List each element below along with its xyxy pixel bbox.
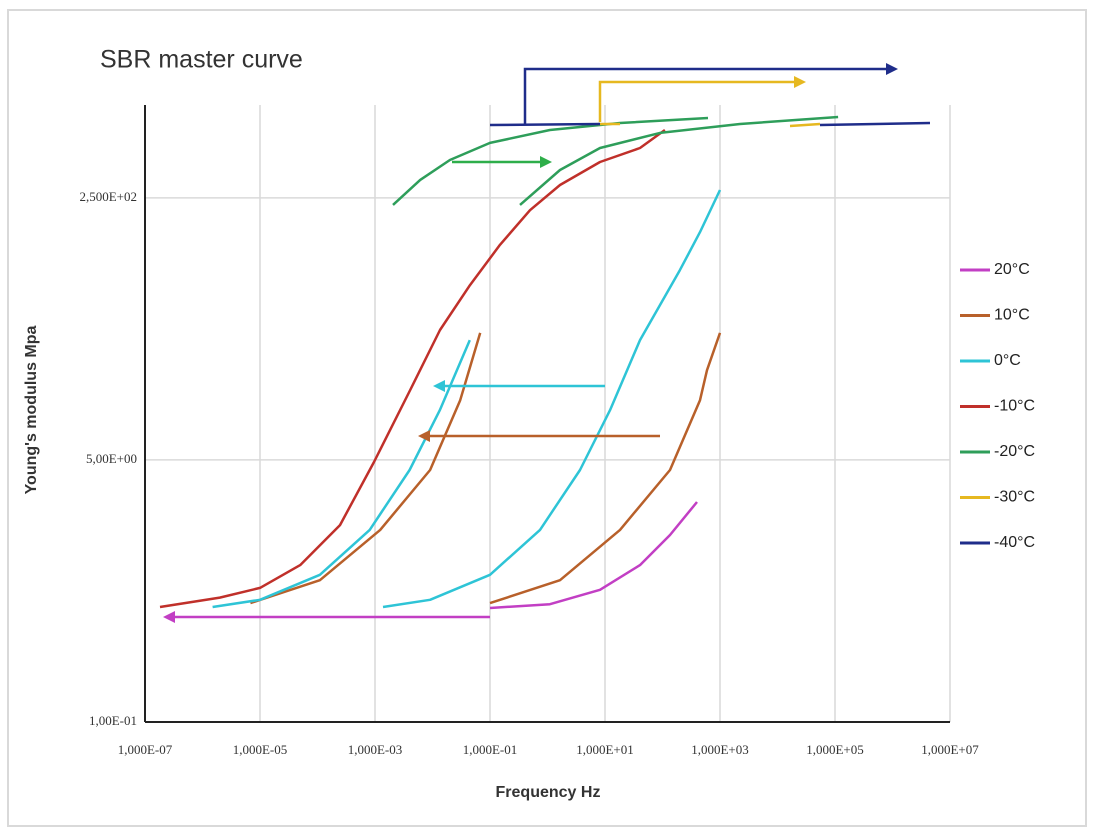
arrow-head — [886, 63, 898, 75]
arrow-head — [163, 611, 175, 623]
series-line — [489, 501, 698, 610]
y-axis-label: Young's modulus Mpa — [23, 325, 40, 494]
arrow-head — [418, 430, 430, 442]
x-tick-label: 1,000E+07 — [921, 742, 979, 757]
arrow — [598, 80, 796, 122]
frame — [7, 9, 1087, 827]
legend-label: 20°C — [994, 261, 1030, 278]
legend: 20°C 10°C 0°C -10°C -20°C -30°C -40°C — [960, 261, 1035, 551]
x-tick-label: 1,000E-03 — [348, 742, 403, 757]
x-tick-label: 1,000E-01 — [463, 742, 518, 757]
y-tick-label: 1,00E-01 — [89, 713, 137, 728]
arrow-head — [433, 380, 445, 392]
x-axis-label: Frequency Hz — [496, 784, 601, 801]
x-tick-label: 1,000E-07 — [118, 742, 173, 757]
legend-label: 10°C — [994, 307, 1030, 324]
arrow-head — [794, 76, 806, 88]
arrow-head — [540, 156, 552, 168]
shift-arrows — [163, 63, 898, 623]
series-line — [212, 189, 722, 609]
plot — [159, 115, 931, 610]
series-line — [489, 121, 931, 127]
arrow — [523, 67, 888, 125]
y-tick-label: 5,00E+00 — [86, 451, 137, 466]
y-tick-label: 2,500E+02 — [79, 189, 137, 204]
legend-label: -30°C — [994, 489, 1035, 506]
legend-label: 0°C — [994, 352, 1021, 369]
series-line — [598, 122, 821, 128]
grid: 1,000E-07 1,000E-05 1,000E-03 1,000E-01 1,00… — [79, 105, 979, 757]
x-tick-label: 1,000E+05 — [806, 742, 864, 757]
legend-label: -10°C — [994, 398, 1035, 415]
x-tick-label: 1,000E+03 — [691, 742, 749, 757]
legend-label: -20°C — [994, 443, 1035, 460]
legend-label: -40°C — [994, 534, 1035, 551]
x-tick-label: 1,000E-05 — [233, 742, 288, 757]
series-line — [159, 128, 666, 609]
series-line — [250, 332, 722, 605]
chart-title: SBR master curve — [100, 46, 303, 74]
x-tick-label: 1,000E+01 — [576, 742, 634, 757]
